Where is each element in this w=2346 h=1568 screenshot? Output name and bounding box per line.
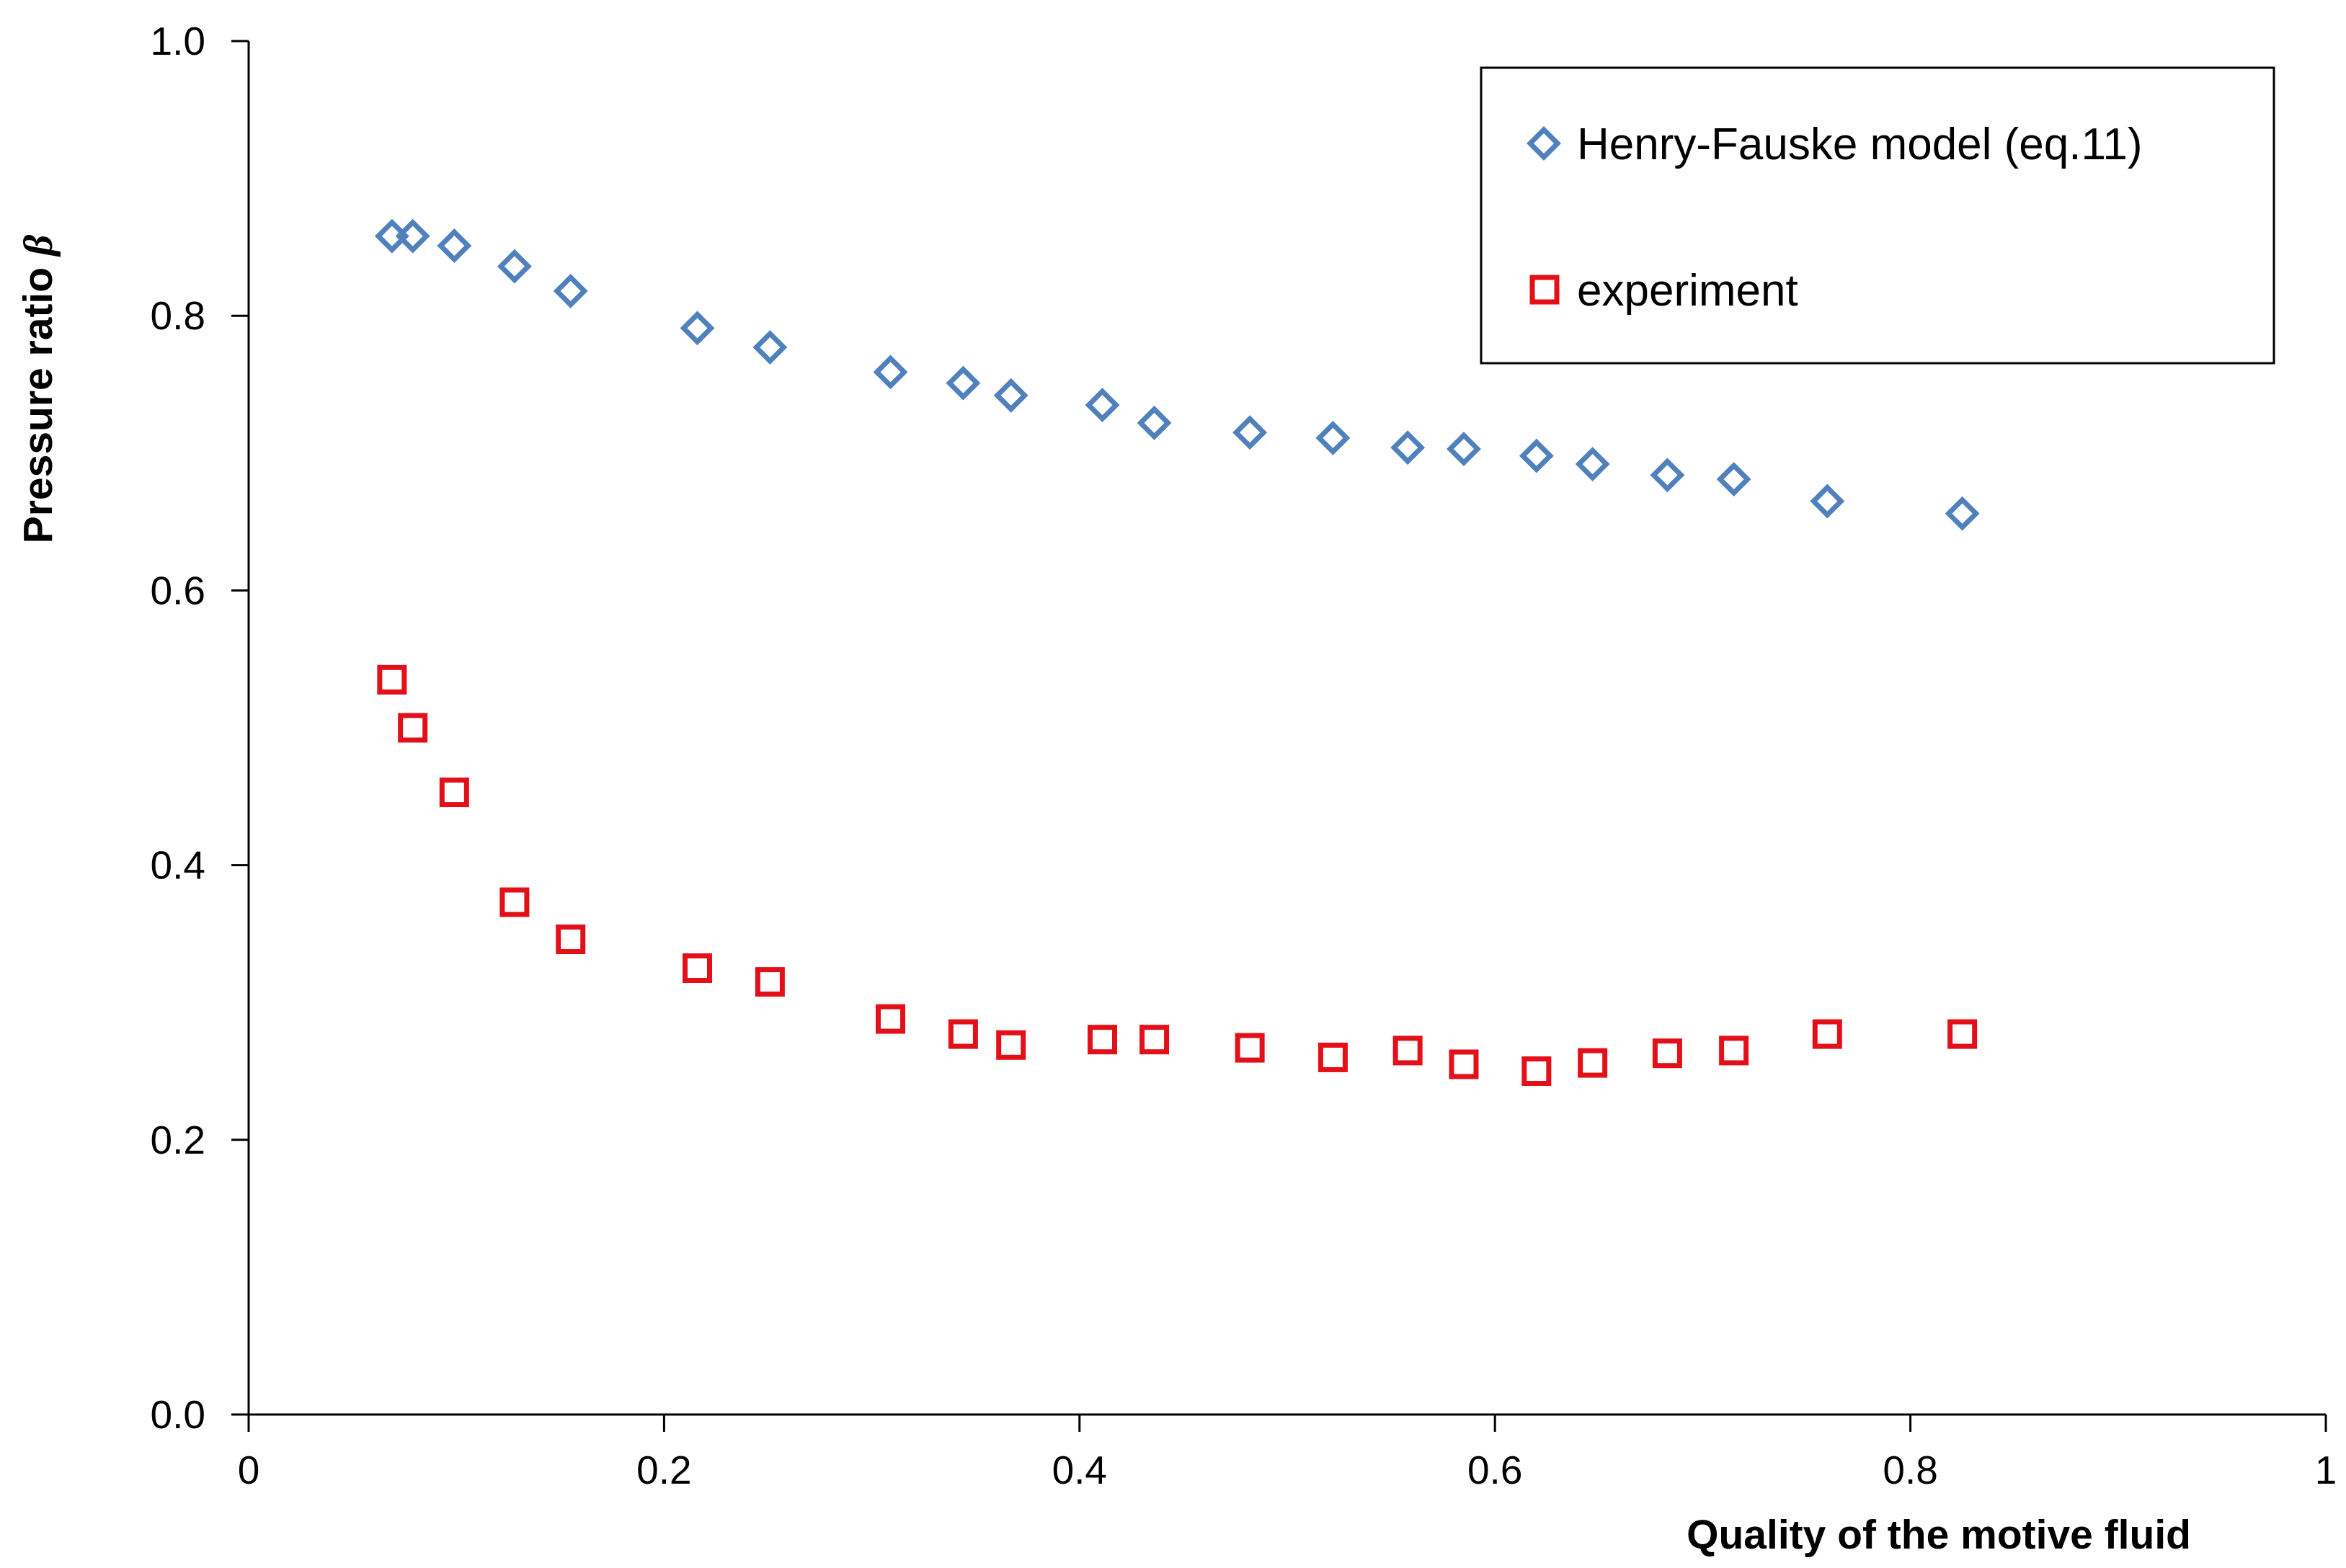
series-diamond bbox=[374, 218, 1980, 531]
experiment-point bbox=[499, 887, 530, 917]
experiment-point bbox=[1449, 1049, 1479, 1079]
y-axis-title-symbol: β bbox=[16, 235, 61, 257]
experiment-point bbox=[1318, 1042, 1348, 1072]
henry-fauske-point bbox=[680, 311, 715, 346]
experiment-point bbox=[1088, 1025, 1118, 1055]
henry-fauske-point bbox=[1650, 458, 1685, 493]
y-axis-title: Pressure ratio β bbox=[15, 235, 61, 544]
experiment-point bbox=[1947, 1019, 1978, 1049]
x-tick-label: 0.4 bbox=[1052, 1448, 1107, 1492]
legend-marker-diamond bbox=[1527, 126, 1561, 161]
experiment-point bbox=[948, 1019, 978, 1049]
henry-fauske-point bbox=[1085, 388, 1120, 423]
henry-fauske-point bbox=[993, 378, 1028, 413]
experiment-point bbox=[1521, 1056, 1552, 1086]
x-tick-label: 0.8 bbox=[1883, 1448, 1937, 1492]
experiment-point bbox=[683, 953, 713, 984]
x-tick-label: 0.6 bbox=[1467, 1448, 1522, 1492]
experiment-point bbox=[876, 1004, 906, 1034]
data-points bbox=[374, 218, 1980, 1086]
experiment-point bbox=[996, 1030, 1026, 1060]
experiment-point bbox=[398, 713, 428, 743]
y-tick-label: 0.6 bbox=[151, 568, 205, 612]
legend-box bbox=[1480, 66, 2275, 365]
experiment-point bbox=[1652, 1038, 1682, 1069]
experiment-point bbox=[1812, 1019, 1842, 1049]
henry-fauske-point bbox=[1810, 484, 1845, 519]
experiment-point bbox=[1578, 1048, 1608, 1078]
axes bbox=[247, 41, 2326, 1416]
y-tick-label: 0.0 bbox=[151, 1392, 205, 1437]
experiment-point bbox=[1719, 1035, 1749, 1066]
henry-fauske-point bbox=[1716, 462, 1751, 496]
henry-fauske-point bbox=[1447, 432, 1481, 467]
legend-label-henry-fauske: Henry-Fauske model (eq.11) bbox=[1577, 120, 2143, 169]
henry-fauske-point bbox=[1315, 420, 1351, 455]
henry-fauske-point bbox=[1945, 496, 1980, 531]
henry-fauske-point bbox=[553, 273, 588, 308]
x-tick-label: 1 bbox=[2315, 1448, 2337, 1492]
y-tick-label: 0.2 bbox=[151, 1118, 205, 1162]
henry-fauske-point bbox=[1519, 438, 1554, 473]
experiment-point bbox=[556, 925, 586, 955]
henry-fauske-point bbox=[1137, 405, 1172, 440]
experiment-point bbox=[1235, 1033, 1265, 1063]
henry-fauske-point bbox=[395, 218, 430, 254]
ticks: 0.0 0.2 0.4 0.6 0.8 1.0 0 0.2 0.4 0.6 0.8 1 bbox=[151, 19, 2337, 1492]
y-tick-label: 0.4 bbox=[151, 843, 205, 888]
henry-fauske-point bbox=[1575, 447, 1610, 481]
henry-fauske-point bbox=[437, 228, 472, 263]
x-tick-label: 0 bbox=[238, 1448, 260, 1492]
legend-marker-square bbox=[1529, 275, 1560, 305]
y-tick-label: 1.0 bbox=[151, 19, 205, 63]
x-tick-label: 0.2 bbox=[636, 1448, 691, 1492]
legend: Henry-Fauske model (eq.11) experiment bbox=[1480, 66, 2275, 365]
legend-label-experiment: experiment bbox=[1577, 266, 1798, 316]
henry-fauske-point bbox=[1232, 415, 1268, 450]
experiment-point bbox=[755, 967, 785, 997]
henry-fauske-point bbox=[752, 330, 788, 365]
y-tick-label: 0.8 bbox=[151, 293, 205, 338]
experiment-point bbox=[377, 664, 407, 695]
series-square bbox=[377, 664, 1978, 1086]
henry-fauske-point bbox=[946, 365, 981, 401]
henry-fauske-point bbox=[497, 249, 532, 284]
experiment-point bbox=[1392, 1035, 1423, 1066]
henry-fauske-point bbox=[1390, 430, 1426, 466]
y-axis-title-text: Pressure ratio bbox=[15, 267, 61, 543]
experiment-point bbox=[1139, 1025, 1170, 1055]
x-axis-title: Quality of the motive fluid bbox=[1687, 1512, 2191, 1558]
henry-fauske-point bbox=[873, 355, 908, 390]
experiment-point bbox=[439, 778, 469, 808]
